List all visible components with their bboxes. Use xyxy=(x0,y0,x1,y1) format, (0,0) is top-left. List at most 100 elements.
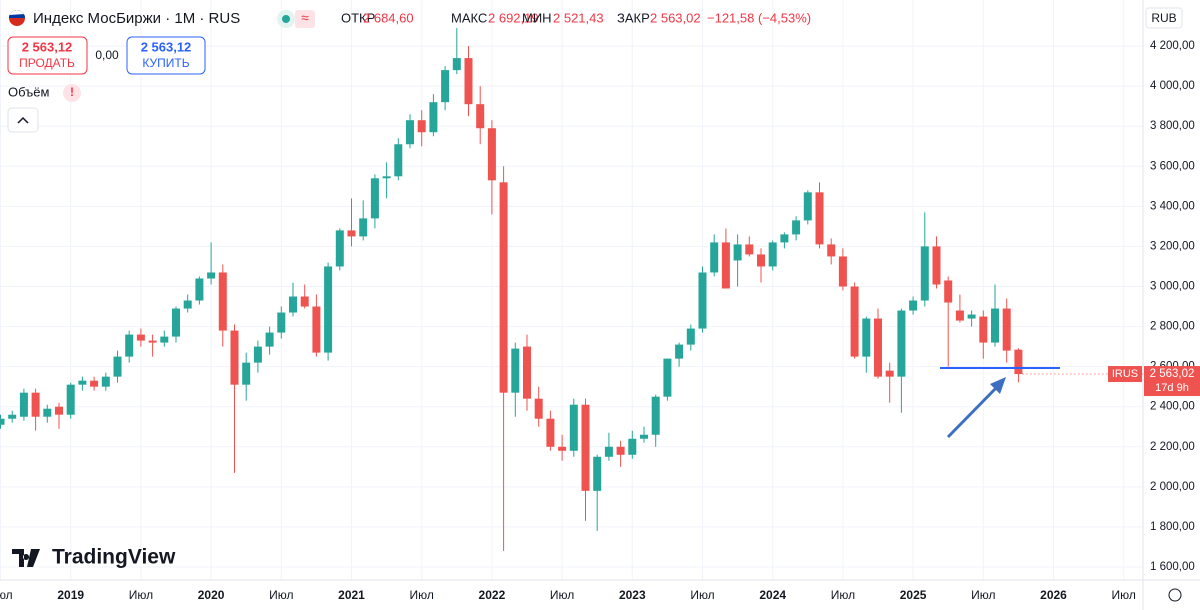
symbol-title[interactable]: Индекс МосБиржи · 1M · RUS xyxy=(33,10,240,27)
x-tick-label: Июл xyxy=(129,588,153,602)
buy-price[interactable]: 2 563,12 xyxy=(141,39,192,54)
y-tick-label: 1 600,00 xyxy=(1150,561,1195,573)
x-tick-label: 2023 xyxy=(619,588,646,602)
buy-button[interactable] xyxy=(126,36,206,75)
x-tick-label: 2021 xyxy=(338,588,365,602)
candle-body xyxy=(230,330,239,385)
y-tick-label: 2 800,00 xyxy=(1150,321,1195,333)
candle-body xyxy=(979,316,988,343)
volume-label[interactable]: Объём xyxy=(8,84,49,99)
candle-body xyxy=(499,182,508,393)
candle-body xyxy=(0,418,5,425)
ohlc-label: МАКС xyxy=(451,10,487,25)
candle-body xyxy=(1002,308,1011,351)
candle-body xyxy=(289,296,297,313)
candle-body xyxy=(43,408,52,417)
candle-body xyxy=(569,404,578,451)
candle-body xyxy=(593,456,602,491)
candle-body xyxy=(394,144,403,177)
candle-body xyxy=(312,306,321,353)
flag-icon-stripe xyxy=(9,10,25,15)
collapse-button[interactable] xyxy=(7,107,39,133)
candle-body xyxy=(815,192,824,245)
candle-body xyxy=(347,230,356,237)
annotation xyxy=(940,367,1060,439)
x-tick-label: 2024 xyxy=(759,588,786,602)
y-tick-label: 4 200,00 xyxy=(1150,40,1195,52)
chevron[interactable] xyxy=(17,116,29,124)
volume-alert-box xyxy=(63,84,81,102)
buy-label[interactable]: КУПИТЬ xyxy=(142,56,189,70)
candle-body xyxy=(370,178,379,219)
candle-body xyxy=(324,266,333,353)
ohlc-value: 2 692,19 xyxy=(488,10,539,25)
candle-body xyxy=(300,296,309,307)
settings-icon[interactable] xyxy=(1168,588,1182,602)
x-tick-label: 2020 xyxy=(198,588,225,602)
y-tick-label: 3 800,00 xyxy=(1150,120,1195,132)
candle-body xyxy=(897,310,906,377)
volume-alert: ! xyxy=(70,85,74,99)
candle-body xyxy=(663,358,672,397)
candle-body xyxy=(55,406,63,415)
candle-body xyxy=(476,104,485,129)
candle-body xyxy=(651,396,660,435)
x-tick-label: 2026 xyxy=(1040,588,1067,602)
candle-body xyxy=(253,346,262,363)
symbol-tag-text: IRUS xyxy=(1112,368,1138,380)
candle-body xyxy=(148,340,157,343)
candle-body xyxy=(218,272,227,331)
candle-body xyxy=(19,392,28,417)
y-tick-label: 3 200,00 xyxy=(1150,240,1195,252)
delay-icon: ≈ xyxy=(301,10,309,26)
candle-body xyxy=(487,128,496,181)
candle-body xyxy=(113,356,122,377)
ohlc-value: 2 563,02 xyxy=(650,10,701,25)
candle-body xyxy=(558,446,567,451)
ohlc-label: МИН xyxy=(522,10,552,25)
candle-body xyxy=(242,362,251,385)
candle-body xyxy=(780,234,789,243)
sell-price[interactable]: 2 563,12 xyxy=(22,39,73,54)
x-tick-label: Июл xyxy=(690,588,714,602)
ohlc-label: ЗАКР xyxy=(617,10,650,25)
countdown: 17d 9h xyxy=(1155,382,1189,394)
candle-body xyxy=(792,220,801,235)
candle-body xyxy=(862,318,871,357)
x-tick-label: Июл xyxy=(550,588,574,602)
sell-button[interactable] xyxy=(7,36,88,75)
candle-body xyxy=(628,438,637,455)
ohlc-value: 2 684,60 xyxy=(363,10,414,25)
x-tick-label: Июл xyxy=(971,588,995,602)
candle-body xyxy=(710,242,719,273)
y-tick-label: 3 400,00 xyxy=(1150,200,1195,212)
candle-body xyxy=(920,246,929,301)
x-tick-label: 2019 xyxy=(57,588,84,602)
logo: TradingView xyxy=(52,546,176,569)
logo-icon xyxy=(12,549,40,567)
currency[interactable]: RUB xyxy=(1151,11,1176,25)
sell-label[interactable]: ПРОДАТЬ xyxy=(19,56,75,70)
candle-body xyxy=(581,404,590,491)
x-tick-label: Июл xyxy=(1112,588,1136,602)
y-tick-label: 3 000,00 xyxy=(1150,281,1195,293)
candle-body xyxy=(417,120,426,133)
candle-body xyxy=(125,334,134,357)
currency-box[interactable] xyxy=(1145,7,1183,29)
symbol-tag xyxy=(1108,366,1142,383)
ohlc-label: ОТКР xyxy=(341,10,375,25)
candle-body xyxy=(101,376,110,387)
x-tick-label: Июл xyxy=(269,588,293,602)
candle-body xyxy=(172,308,180,337)
candle-body xyxy=(160,336,169,343)
candle-body xyxy=(885,370,894,377)
candle-body xyxy=(90,380,99,387)
candle-body xyxy=(136,334,145,341)
candle-body xyxy=(874,318,882,377)
y-tick-label: 1 800,00 xyxy=(1150,521,1195,533)
spread: 0,00 xyxy=(95,48,119,62)
candle-body xyxy=(265,332,274,347)
candle-body xyxy=(523,346,531,399)
